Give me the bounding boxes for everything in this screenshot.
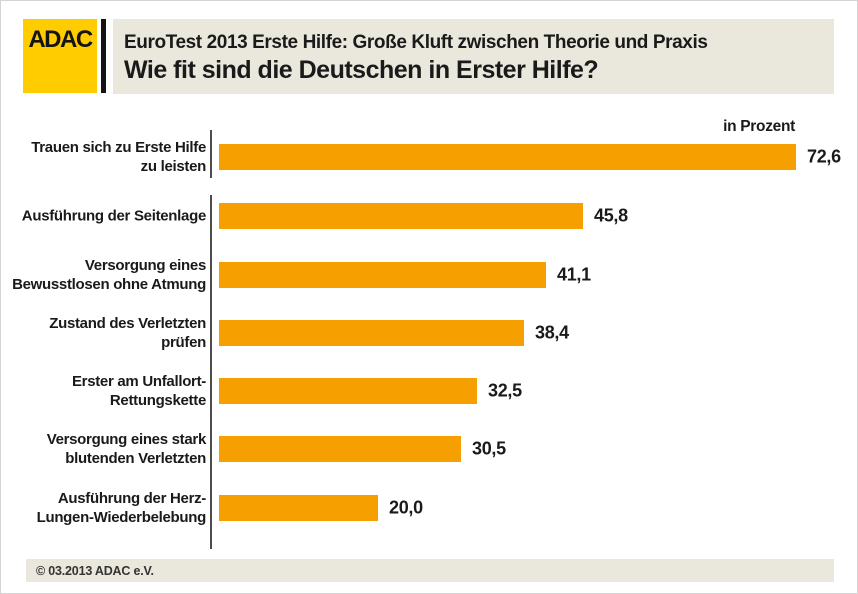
bar-row: Trauen sich zu Erste Hilfe zu leisten 72,6 xyxy=(1,139,857,175)
value-label: 41,1 xyxy=(557,264,591,285)
axis-line-top-segment xyxy=(210,130,212,178)
value-bar xyxy=(219,320,524,346)
category-label: Ausführung der Herz- Lungen-Wiederbelebun… xyxy=(36,490,207,526)
value-bar xyxy=(219,378,477,404)
value-label: 72,6 xyxy=(807,146,841,167)
axis-line-main-segment xyxy=(210,195,212,549)
value-bar xyxy=(219,436,461,462)
value-label: 45,8 xyxy=(594,205,628,226)
value-bar xyxy=(219,203,583,229)
copyright-text: © 03.2013 ADAC e.V. xyxy=(36,563,154,578)
value-label: 38,4 xyxy=(535,322,569,343)
adac-logo-text: ADAC xyxy=(28,26,93,53)
adac-logo: ADAC xyxy=(23,19,97,93)
value-bar xyxy=(219,144,796,170)
bar-row: Versorgung eines Bewusstlosen ohne Atmung… xyxy=(1,257,857,293)
chart-title: Wie fit sind die Deutschen in Erster Hil… xyxy=(124,55,599,84)
value-bar xyxy=(219,495,378,521)
header-panel: EuroTest 2013 Erste Hilfe: Große Kluft z… xyxy=(113,19,834,94)
bar-row: Ausführung der Seitenlage 45,8 xyxy=(1,203,857,229)
category-label: Versorgung eines stark blutenden Verletzt… xyxy=(46,431,207,467)
bar-row: Ausführung der Herz- Lungen-Wiederbelebun… xyxy=(1,490,857,526)
category-label: Trauen sich zu Erste Hilfe zu leisten xyxy=(31,139,206,175)
logo-divider xyxy=(101,19,106,93)
bar-row: Versorgung eines stark blutenden Verletzt… xyxy=(1,431,857,467)
category-label: Ausführung der Seitenlage xyxy=(21,207,207,225)
value-label: 30,5 xyxy=(472,438,506,459)
category-label: Zustand des Verletzten prüfen xyxy=(49,315,206,351)
value-label: 20,0 xyxy=(389,497,423,518)
category-label: Versorgung eines Bewusstlosen ohne Atmung xyxy=(12,257,206,293)
category-label: Erster am Unfallort- Rettungskette xyxy=(71,373,206,409)
bar-row: Erster am Unfallort- Rettungskette 32,5 xyxy=(1,373,857,409)
unit-label: in Prozent xyxy=(723,118,795,135)
value-bar xyxy=(219,262,546,288)
footer-strip: © 03.2013 ADAC e.V. xyxy=(26,559,834,582)
chart-subtitle: EuroTest 2013 Erste Hilfe: Große Kluft z… xyxy=(124,31,708,53)
value-label: 32,5 xyxy=(488,380,522,401)
bar-row: Zustand des Verletzten prüfen 38,4 xyxy=(1,315,857,351)
